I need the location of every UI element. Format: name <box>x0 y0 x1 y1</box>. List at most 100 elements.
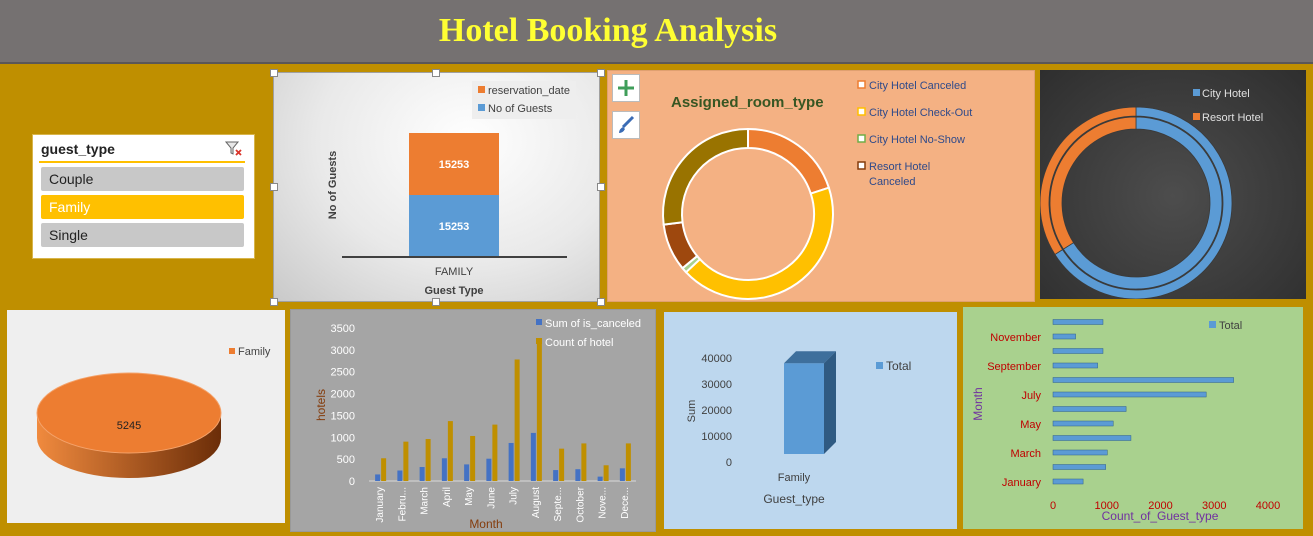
legend-label: City Hotel No-Show <box>869 134 965 146</box>
bar <box>598 477 603 481</box>
resize-handle[interactable] <box>270 183 278 191</box>
x-axis-title: Guest_type <box>763 492 825 506</box>
x-tick-label: FAMILY <box>435 266 474 278</box>
bar <box>553 470 558 481</box>
resize-handle[interactable] <box>270 69 278 77</box>
bar <box>397 471 402 481</box>
x-tick-label: March <box>420 487 431 515</box>
y-tick-label: November <box>990 332 1041 344</box>
bar <box>420 467 425 481</box>
guests-by-month-chart[interactable]: 0 1000 2000 3000 4000 January March May July Sept… <box>963 307 1303 529</box>
legend-swatch <box>536 338 542 344</box>
donut-slice <box>663 129 748 225</box>
monthly-cancellations-chart[interactable]: 0 500 1000 1500 2000 2500 3000 3500 January Febru… <box>290 309 656 532</box>
bar <box>581 443 586 481</box>
bar <box>1053 334 1076 339</box>
clear-filter-icon[interactable] <box>225 141 243 157</box>
x-axis-title: Count_of_Guest_type <box>1102 509 1219 523</box>
legend-swatch <box>478 104 485 111</box>
family-pie-chart[interactable]: 5245 Family <box>7 310 285 523</box>
y-tick-label: July <box>1021 390 1041 402</box>
resize-handle[interactable] <box>432 69 440 77</box>
legend-label: City Hotel Check-Out <box>869 107 972 119</box>
legend-swatch <box>876 362 883 369</box>
bar <box>486 459 491 481</box>
x-tick-label: January <box>375 487 386 523</box>
y-tick-label: 10000 <box>701 431 732 443</box>
resize-handle[interactable] <box>270 298 278 306</box>
hotel-type-donut-chart[interactable]: City Hotel Resort Hotel <box>1040 70 1306 299</box>
legend-swatch <box>536 319 542 325</box>
slicer-item-family[interactable]: Family <box>41 195 244 219</box>
data-label: 15253 <box>439 159 470 171</box>
bar <box>626 443 631 481</box>
resize-handle[interactable] <box>597 183 605 191</box>
bar <box>1053 479 1083 484</box>
legend-label: Canceled <box>869 176 915 188</box>
slicer-divider <box>39 161 245 163</box>
guests-by-type-svg: 15253 15253 FAMILY Guest Type No of Guests re… <box>274 73 599 301</box>
y-axis-title: No of Guests <box>327 151 339 219</box>
bar <box>575 469 580 481</box>
x-tick-label: July <box>509 487 520 505</box>
slicer-item-couple[interactable]: Couple <box>41 167 244 191</box>
pie-slice <box>37 373 221 453</box>
bar <box>381 458 386 481</box>
resize-handle[interactable] <box>432 298 440 306</box>
bar <box>515 359 520 481</box>
bar <box>492 425 497 481</box>
hotel-type-donut-svg: City Hotel Resort Hotel <box>1040 70 1306 299</box>
y-tick-label: 40000 <box>701 353 732 365</box>
x-tick-label: Family <box>778 472 811 484</box>
resize-handle[interactable] <box>597 69 605 77</box>
bar <box>1053 450 1107 455</box>
slicer-item-single[interactable]: Single <box>41 223 244 247</box>
bar <box>464 464 469 481</box>
chart-title: Assigned_room_type <box>671 94 824 111</box>
guest-type-sum-chart[interactable]: 0 10000 20000 30000 40000 Family Guest_type Sum… <box>664 312 957 529</box>
legend-label: Total <box>1219 320 1242 332</box>
x-tick-label: October <box>575 486 586 522</box>
assigned-room-type-svg: Assigned_room_type City Hotel Canceled Cit… <box>608 71 1034 301</box>
x-tick-label: August <box>531 487 542 518</box>
bar <box>509 443 514 481</box>
legend-swatch <box>858 81 865 88</box>
bar <box>1053 436 1131 441</box>
legend-label: City Hotel Canceled <box>869 80 966 92</box>
bar <box>620 468 625 481</box>
x-tick-label: April <box>442 487 453 507</box>
legend-swatch <box>478 86 485 93</box>
bar <box>426 439 431 481</box>
bar <box>448 421 453 481</box>
bar <box>1053 421 1113 426</box>
x-tick-label: May <box>464 487 475 506</box>
y-axis-title: Month <box>971 387 985 420</box>
bar <box>604 465 609 481</box>
slicer-title: guest_type <box>41 141 115 157</box>
guests-by-type-chart[interactable]: 15253 15253 FAMILY Guest Type No of Guests re… <box>273 72 600 302</box>
guests-by-month-svg: 0 1000 2000 3000 4000JanuaryMarchMayJulySept… <box>963 307 1303 529</box>
brush-icon[interactable] <box>612 111 640 139</box>
resize-handle[interactable] <box>597 298 605 306</box>
y-axis-title: Sum <box>686 400 698 423</box>
y-tick-label: 0 <box>349 476 355 488</box>
family-pie-svg: 5245Family <box>7 310 285 523</box>
legend-swatch <box>858 108 865 115</box>
legend-label: City Hotel <box>1202 88 1250 100</box>
y-tick-label: 500 <box>337 454 355 466</box>
bar <box>442 458 447 481</box>
y-tick-label: 2000 <box>331 389 355 401</box>
plus-icon[interactable] <box>612 74 640 102</box>
bar <box>1053 392 1206 397</box>
bar <box>1053 363 1098 368</box>
guest-type-slicer: guest_type Couple Family Single <box>32 134 255 259</box>
x-axis-title: Guest Type <box>424 285 483 297</box>
x-axis-title: Month <box>469 517 502 531</box>
data-label: 15253 <box>439 221 470 233</box>
legend-label: Total <box>886 359 911 373</box>
y-tick-label: 1000 <box>331 432 355 444</box>
legend-swatch <box>1209 321 1216 328</box>
y-tick-label: 0 <box>726 457 732 469</box>
assigned-room-type-chart[interactable]: Assigned_room_type City Hotel Canceled Cit… <box>607 70 1035 302</box>
x-tick-label: 4000 <box>1256 500 1280 512</box>
